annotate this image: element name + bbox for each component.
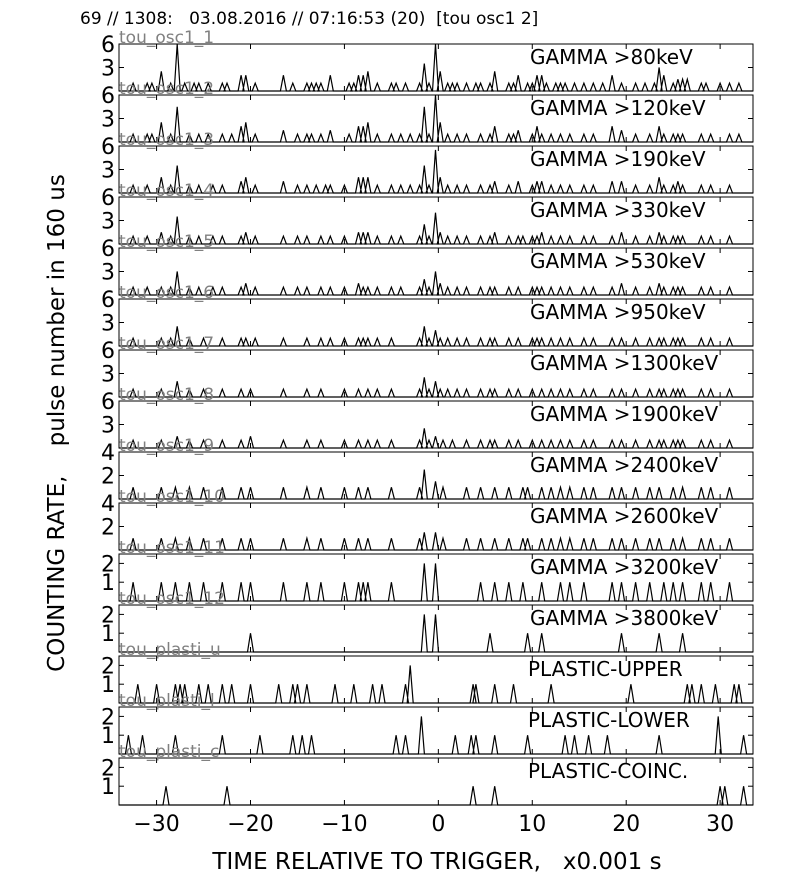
x-tick-label: 10 [518, 812, 546, 837]
y-tick-label: 2 [101, 516, 115, 541]
count-trace [119, 469, 753, 500]
y-tick-label: 4 [101, 492, 115, 517]
panel-frame [118, 604, 754, 653]
y-tick-label: 1 [101, 571, 115, 596]
window-title: 69 // 1308: 03.08.2016 // 07:16:53 (20) … [80, 9, 539, 29]
panel-title: GAMMA >330keV [530, 198, 706, 222]
y-tick-label: 6 [101, 33, 115, 58]
channel-label: tou_osc1_10 [119, 487, 225, 507]
panel-title: GAMMA >950keV [530, 300, 706, 324]
channel-label: tou_osc1_7 [119, 334, 214, 354]
x-tick-label: 30 [706, 812, 734, 837]
y-tick-label: 2 [101, 552, 115, 577]
y-tick-label: 2 [101, 654, 115, 679]
y-tick-label: 6 [101, 135, 115, 160]
y-tick-label: 3 [101, 261, 115, 286]
channel-label: tou_osc1_9 [119, 436, 214, 456]
y-tick-label: 3 [101, 363, 115, 388]
count-trace [119, 212, 753, 245]
x-tick-label: 20 [612, 812, 640, 837]
y-tick-label: 6 [101, 186, 115, 211]
y-tick-label: 2 [101, 465, 115, 490]
x-tick-label: 0 [431, 812, 445, 837]
count-trace [119, 716, 753, 755]
channel-label: tou_plasti_l [119, 691, 215, 711]
panel-title: GAMMA >2400keV [530, 453, 719, 477]
channel-label: tou_osc1_11 [119, 538, 225, 558]
panel-title: GAMMA >80keV [530, 45, 693, 69]
y-tick-label: 2 [101, 756, 115, 781]
panel-title: GAMMA >120keV [530, 96, 706, 120]
y-tick-label: 3 [101, 414, 115, 439]
channel-label: tou_osc1_1 [119, 28, 214, 48]
panel-title: GAMMA >2600keV [530, 504, 719, 528]
channel-label: tou_osc1_8 [119, 385, 214, 405]
y-tick-label: 6 [101, 339, 115, 364]
y-tick-label: 6 [101, 390, 115, 415]
y-tick-label: 1 [101, 724, 115, 749]
channel-label: tou_osc1_2 [119, 79, 214, 99]
panel-title: GAMMA >190keV [530, 147, 706, 171]
count-trace [119, 563, 753, 602]
panel-title: GAMMA >530keV [530, 249, 706, 273]
y-tick-label: 1 [101, 673, 115, 698]
panel-title: PLASTIC-LOWER [528, 708, 690, 732]
count-trace [119, 43, 753, 92]
x-tick-label: −20 [227, 812, 273, 837]
panel-title: GAMMA >3200keV [530, 555, 719, 579]
y-tick-label: 6 [101, 288, 115, 313]
panel-title: PLASTIC-UPPER [528, 657, 683, 681]
channel-label: tou_plasti_u [119, 640, 221, 660]
panel-title: GAMMA >1900keV [530, 402, 719, 426]
panel-frame [118, 553, 754, 602]
count-trace [119, 428, 753, 449]
x-tick-label: −30 [133, 812, 179, 837]
y-tick-label: 3 [101, 159, 115, 184]
y-tick-label: 3 [101, 312, 115, 337]
channel-label: tou_osc1_3 [119, 130, 214, 150]
y-tick-label: 6 [101, 237, 115, 262]
y-tick-label: 3 [101, 210, 115, 235]
count-trace [119, 665, 753, 704]
panel-title: GAMMA >1300keV [530, 351, 719, 375]
count-trace [119, 614, 753, 653]
count-trace [119, 377, 753, 398]
y-tick-label: 2 [101, 705, 115, 730]
count-trace [119, 149, 753, 194]
y-tick-label: 2 [101, 603, 115, 628]
panel-title: GAMMA >3800keV [530, 606, 719, 630]
y-tick-label: 1 [101, 775, 115, 800]
channel-label: tou_osc1_6 [119, 283, 214, 303]
channel-label: tou_plasti_c [119, 742, 219, 762]
y-tick-label: 3 [101, 108, 115, 133]
channel-label: tou_osc1_5 [119, 232, 214, 252]
x-tick-label: −10 [321, 812, 367, 837]
count-trace [119, 532, 753, 551]
y-tick-label: 6 [101, 84, 115, 109]
count-trace [119, 94, 753, 143]
y-tick-label: 3 [101, 57, 115, 82]
x-axis-label: TIME RELATIVE TO TRIGGER, x0.001 s [212, 849, 662, 875]
count-trace [119, 786, 753, 806]
count-trace [119, 326, 753, 347]
y-tick-label: 4 [101, 441, 115, 466]
channel-label: tou_osc1_12 [119, 589, 225, 609]
panel-title: PLASTIC-COINC. [528, 759, 688, 783]
count-trace [119, 271, 753, 296]
y-tick-label: 1 [101, 622, 115, 647]
channel-label: tou_osc1_4 [119, 181, 214, 201]
